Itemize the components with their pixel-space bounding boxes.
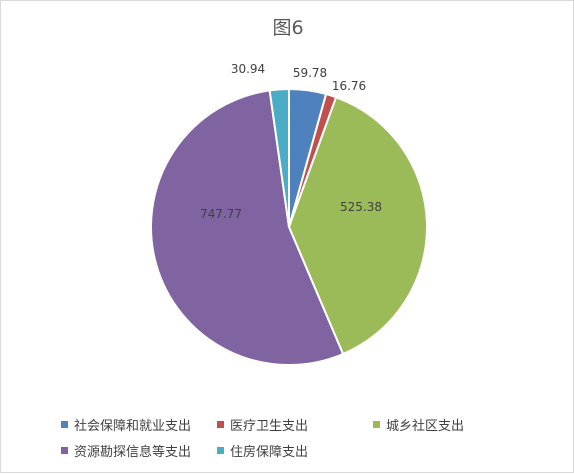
legend-label: 医疗卫生支出 (230, 419, 309, 434)
legend-item: 资源勘探信息等支出 (61, 441, 191, 460)
legend-swatch (217, 421, 224, 428)
legend-label: 资源勘探信息等支出 (74, 445, 192, 460)
data-label: 30.94 (231, 62, 265, 76)
data-label: 16.76 (332, 79, 366, 93)
legend-item: 城乡社区支出 (373, 415, 464, 434)
legend-label: 城乡社区支出 (386, 419, 465, 434)
data-label: 525.38 (340, 200, 382, 214)
legend-swatch (61, 447, 68, 454)
legend-swatch (61, 421, 68, 428)
legend-swatch (217, 447, 224, 454)
pie-slice (287, 96, 428, 356)
legend-label: 社会保障和就业支出 (74, 419, 192, 434)
legend-swatch (373, 421, 380, 428)
chart-title: 图6 (272, 17, 304, 39)
data-label: 59.78 (293, 66, 327, 80)
data-label: 747.77 (200, 207, 242, 221)
pie-slice (268, 87, 290, 228)
legend-label: 住房保障支出 (230, 445, 309, 460)
pie-slice (150, 89, 345, 366)
legend-item: 社会保障和就业支出 (61, 415, 191, 434)
legend-item: 住房保障支出 (217, 441, 308, 460)
legend-item: 医疗卫生支出 (217, 415, 308, 434)
